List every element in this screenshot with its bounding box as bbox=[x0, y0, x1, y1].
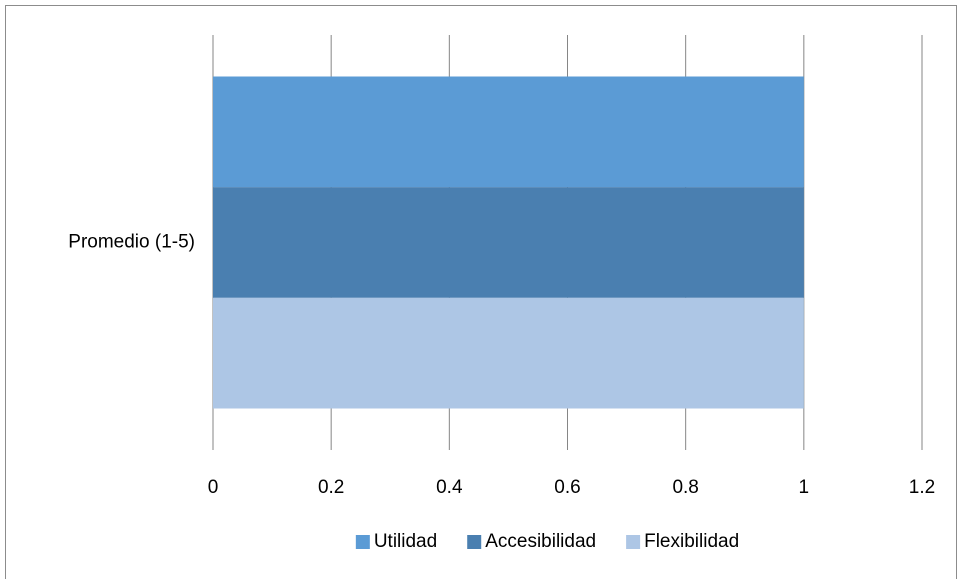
bar bbox=[213, 187, 804, 298]
bar bbox=[213, 76, 804, 188]
bar bbox=[213, 297, 804, 409]
legend-label: Flexibilidad bbox=[644, 531, 739, 552]
x-tick-label: 0.2 bbox=[318, 477, 344, 498]
x-tick-label: 0.4 bbox=[436, 477, 463, 498]
x-tick-label: 0 bbox=[208, 477, 219, 498]
legend-swatch bbox=[626, 535, 641, 549]
legend-swatch bbox=[355, 535, 370, 549]
y-tick-label: Promedio (1-5) bbox=[68, 232, 195, 253]
x-tick-label: 0.6 bbox=[554, 477, 580, 498]
legend-swatch bbox=[467, 535, 482, 549]
legend-label: Accesibilidad bbox=[485, 531, 596, 552]
x-tick-label: 1 bbox=[799, 477, 810, 498]
x-tick-label: 1.2 bbox=[909, 477, 935, 498]
legend-label: Utilidad bbox=[374, 531, 437, 552]
x-tick-label: 0.8 bbox=[672, 477, 698, 498]
